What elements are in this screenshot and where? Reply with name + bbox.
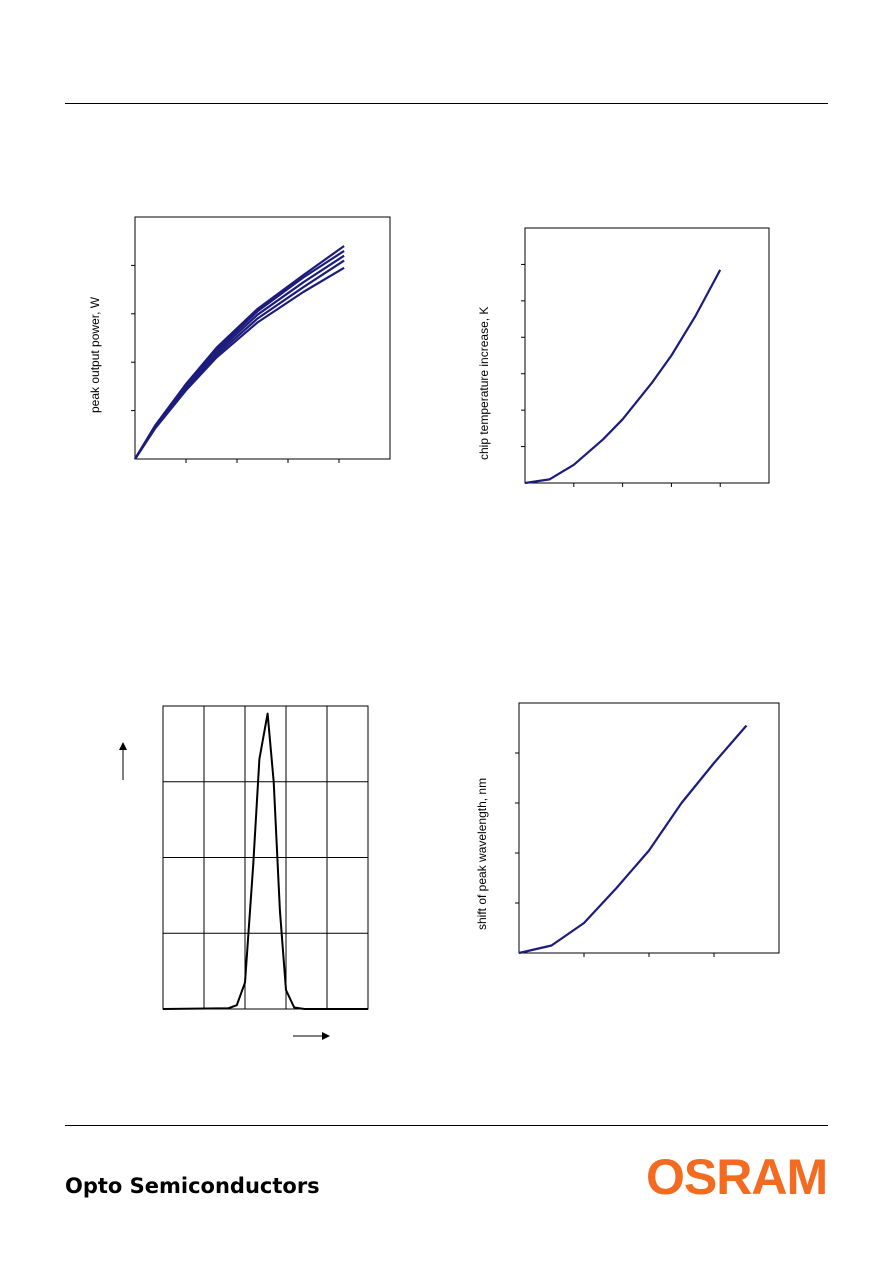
temperature-ylabel: chip temperature increase, K	[477, 306, 491, 460]
company-name: Opto Semiconductors	[65, 1174, 320, 1198]
bottom-rule	[65, 1125, 828, 1126]
spectrum-series-0	[162, 712, 368, 1010]
power-frame	[134, 216, 391, 460]
osram-logo: OSRAM	[646, 1149, 828, 1205]
wavelength-frame	[518, 702, 780, 954]
power-series-3	[134, 259, 345, 460]
power-series-0	[134, 245, 345, 460]
temperature-frame	[524, 227, 770, 484]
wavelength-series-0	[518, 724, 748, 955]
x-arrow-icon	[322, 1032, 330, 1040]
power-ylabel: peak output power, W	[88, 296, 102, 413]
wavelength-ylabel: shift of peak wavelength, nm	[475, 777, 489, 930]
y-arrow-icon	[119, 742, 127, 750]
power-series-4	[134, 266, 345, 460]
temperature-series-0	[524, 269, 722, 485]
top-rule	[65, 103, 828, 104]
